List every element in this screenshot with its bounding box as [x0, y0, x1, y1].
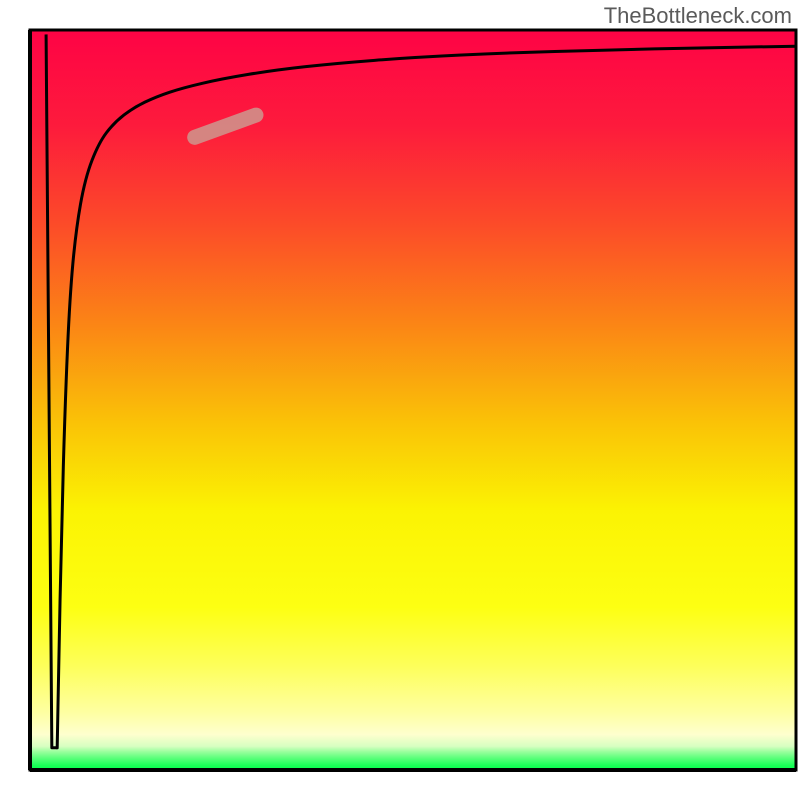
- chart-svg: [0, 0, 800, 800]
- plot-gradient: [30, 30, 796, 770]
- chart-container: TheBottleneck.com: [0, 0, 800, 800]
- watermark-text: TheBottleneck.com: [604, 3, 792, 29]
